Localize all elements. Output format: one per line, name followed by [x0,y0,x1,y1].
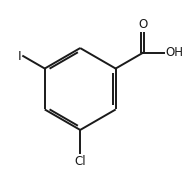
Text: Cl: Cl [74,155,86,167]
Text: I: I [18,49,22,63]
Text: O: O [138,18,147,31]
Text: OH: OH [165,46,183,59]
